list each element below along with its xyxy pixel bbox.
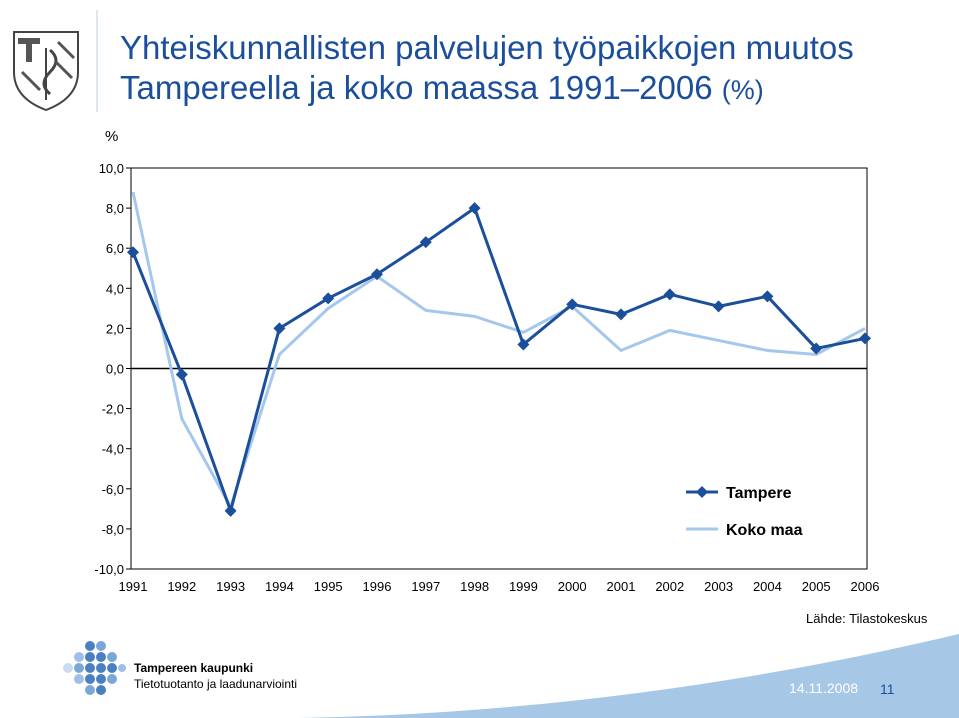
- x-tick-label: 2004: [753, 579, 782, 594]
- x-tick-label: 1996: [363, 579, 392, 594]
- y-tick-label: 10,0: [99, 161, 124, 176]
- organization-unit: Tietotuotanto ja laadunarviointi: [134, 677, 297, 691]
- city-logo-icon: [63, 641, 126, 695]
- y-tick-label: 2,0: [106, 321, 124, 336]
- x-tick-label: 1993: [216, 579, 245, 594]
- data-point-marker: [615, 308, 627, 321]
- series-line-koko-maa: [131, 191, 866, 509]
- x-tick-label: 2001: [607, 579, 636, 594]
- organization-name: Tampereen kaupunki: [134, 661, 254, 675]
- x-tick-label: 1998: [460, 579, 489, 594]
- y-tick-label: -10,0: [94, 562, 124, 577]
- data-point-marker: [859, 332, 871, 345]
- organization: Tampereen kaupunki Tietotuotanto ja laad…: [134, 660, 297, 692]
- data-point-marker: [566, 298, 579, 311]
- slide-title: Yhteiskunnallisten palvelujen työpaikkoj…: [120, 28, 854, 110]
- x-tick-label: 2003: [704, 579, 733, 594]
- x-tick-label: 2005: [802, 579, 831, 594]
- x-tick-label: 2002: [655, 579, 684, 594]
- title-line-2: Tampereella ja koko maassa 1991–2006: [120, 69, 713, 106]
- data-point-marker: [712, 300, 725, 313]
- x-tick-label: 1999: [509, 579, 538, 594]
- y-tick-label: 4,0: [106, 281, 124, 296]
- x-tick-label: 2006: [851, 579, 880, 594]
- legend-label: Tampere: [726, 485, 792, 502]
- y-tick-label: 6,0: [106, 241, 124, 256]
- data-point-marker: [761, 290, 774, 303]
- data-point-marker: [127, 246, 139, 259]
- x-tick-label: 1992: [167, 579, 196, 594]
- title-line-1: Yhteiskunnallisten palvelujen työpaikkoj…: [120, 29, 854, 66]
- line-chart: 10,0 8,0 6,0 4,0 2,0 0,0 -2,0 -4,0 -6,0 -8,0 -10,0…: [94, 161, 880, 594]
- y-tick-label: -6,0: [102, 482, 124, 497]
- y-tick-label: 8,0: [106, 201, 124, 216]
- slide-date: 14.11.2008: [789, 680, 859, 696]
- data-point-marker: [224, 504, 237, 517]
- legend-marker: [696, 486, 708, 498]
- x-tick-label: 1995: [314, 579, 343, 594]
- data-point-marker: [175, 368, 188, 381]
- coat-of-arms-icon: [13, 31, 79, 112]
- footer-band: [300, 634, 959, 718]
- source-note: Lähde: Tilastokeskus: [806, 611, 928, 626]
- y-tick-label: -8,0: [102, 522, 124, 537]
- data-point-marker: [517, 338, 530, 351]
- y-axis-label: %: [105, 128, 119, 145]
- x-tick-label: 2000: [558, 579, 587, 594]
- y-tick-label: -4,0: [102, 442, 124, 457]
- legend-label: Koko maa: [726, 522, 803, 539]
- title-divider: [96, 10, 98, 112]
- x-tick-label: 1991: [119, 579, 148, 594]
- x-tick-label: 1994: [265, 579, 294, 594]
- data-point-marker: [810, 342, 823, 355]
- page-number: 11: [880, 681, 895, 697]
- series-line-tampere: [131, 206, 866, 513]
- x-tick-label: 1997: [411, 579, 440, 594]
- data-point-marker: [419, 236, 432, 249]
- data-point-marker: [273, 322, 286, 335]
- data-point-marker: [468, 202, 481, 215]
- data-point-marker: [322, 292, 335, 305]
- title-unit: (%): [721, 75, 764, 105]
- y-tick-label: 0,0: [106, 362, 124, 377]
- data-point-marker: [371, 268, 383, 281]
- data-point-marker: [663, 288, 676, 301]
- y-tick-label: -2,0: [102, 402, 124, 417]
